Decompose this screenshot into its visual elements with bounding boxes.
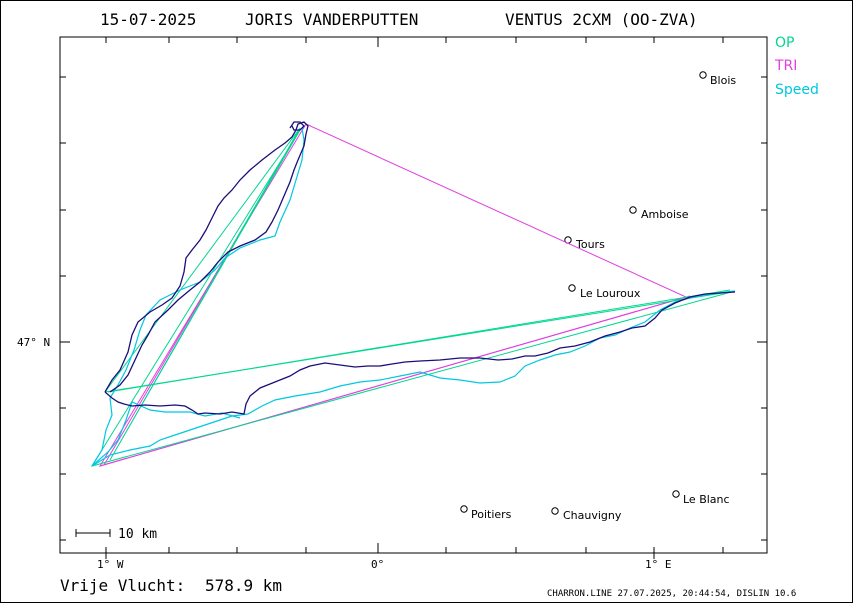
footer-info: CHARRON.LINE 27.07.2025, 20:44:54, DISLI… — [547, 589, 796, 599]
x-tick-1e: 1° E — [645, 558, 672, 571]
city-marker — [699, 71, 707, 79]
city-tours: Tours — [575, 238, 605, 251]
legend-speed: Speed — [775, 82, 819, 98]
legend-op: OP — [775, 35, 794, 51]
x-tick-1w: 1° W — [97, 558, 124, 571]
pilot-name: JORIS VANDERPUTTEN — [245, 10, 418, 29]
distance-value: 578.9 km — [205, 576, 282, 595]
city-le-blanc: Le Blanc — [683, 493, 730, 506]
flight-track — [104, 121, 736, 415]
city-marker — [568, 284, 576, 292]
city-marker — [672, 490, 680, 498]
y-ticks — [60, 76, 767, 541]
city-marker — [460, 505, 468, 513]
glider-name: VENTUS 2CXM (OO-ZVA) — [505, 10, 698, 29]
distance-label: Vrije Vlucht: — [60, 576, 185, 595]
y-tick-47n: 47° N — [17, 336, 50, 349]
city-chauvigny: Chauvigny — [563, 509, 622, 522]
plot-area — [59, 36, 768, 554]
cities: Blois Amboise Tours Le Louroux Le Blanc … — [460, 71, 736, 522]
city-blois: Blois — [710, 74, 736, 87]
city-marker — [629, 206, 637, 214]
scale-bar: 10 km — [75, 527, 157, 542]
city-amboise: Amboise — [641, 208, 689, 221]
flight-date: 15-07-2025 — [100, 10, 196, 29]
city-le-louroux: Le Louroux — [580, 287, 641, 300]
x-ticks — [105, 37, 724, 559]
city-marker — [551, 507, 559, 515]
legend-tri: TRI — [774, 58, 797, 74]
x-tick-0: 0° — [371, 558, 384, 571]
city-poitiers: Poitiers — [471, 508, 512, 521]
scale-label: 10 km — [118, 527, 157, 542]
